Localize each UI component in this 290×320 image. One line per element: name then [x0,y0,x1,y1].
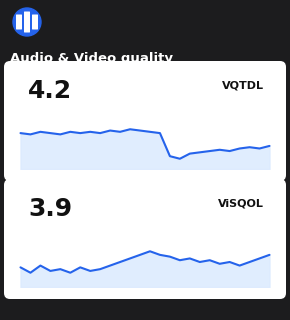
Text: Audio & Video quality: Audio & Video quality [10,52,173,65]
Text: 4.2: 4.2 [28,79,72,103]
FancyBboxPatch shape [16,14,22,29]
FancyBboxPatch shape [32,14,38,29]
Text: ViSQOL: ViSQOL [218,199,264,209]
FancyBboxPatch shape [4,179,286,299]
FancyBboxPatch shape [24,12,30,33]
Circle shape [13,8,41,36]
FancyBboxPatch shape [4,61,286,181]
Text: 3.9: 3.9 [28,197,72,221]
Text: VQTDL: VQTDL [222,81,264,91]
